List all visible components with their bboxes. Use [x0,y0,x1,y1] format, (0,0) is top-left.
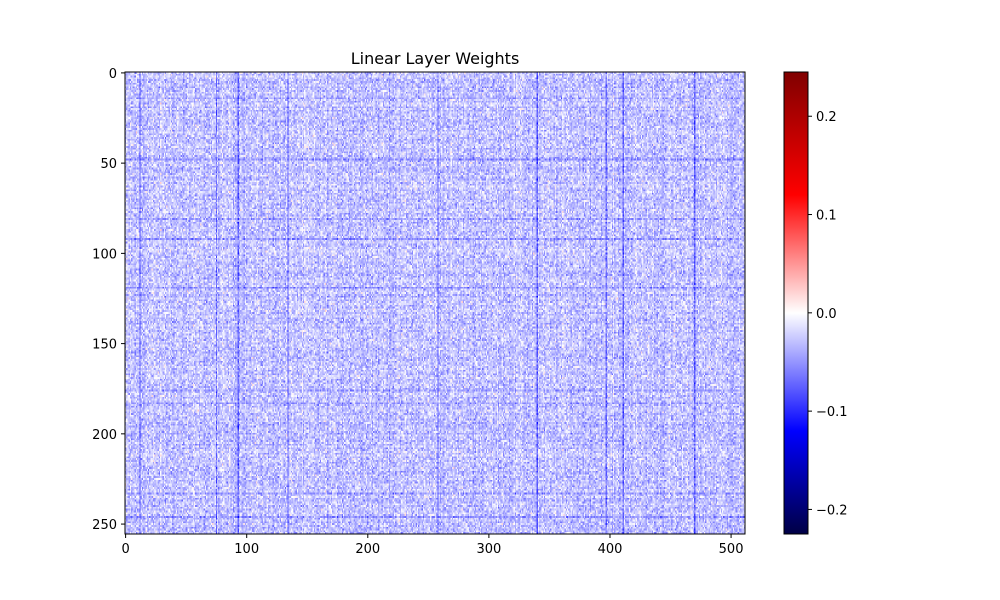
y-tick-label: 0 [109,67,117,82]
x-tick-label: 400 [598,542,623,557]
chart-title: Linear Layer Weights [351,49,520,68]
x-axis: 0 100 200 300 400 500 [121,534,743,557]
y-tick-label: 100 [92,247,117,262]
y-tick-label: 250 [92,518,117,533]
y-tick-label: 150 [92,338,117,353]
plot-frame [124,71,746,535]
x-tick-label: 500 [719,542,744,557]
colorbar-tick-label: 0.0 [816,307,837,322]
colorbar-ticks: 0.2 0.1 0.0 −0.1 −0.2 [808,110,848,518]
colorbar-tick-label: 0.1 [816,209,837,224]
heatmap-image [125,72,745,534]
colorbar-tick-label: −0.1 [816,405,848,420]
colorbar: 0.2 0.1 0.0 −0.1 −0.2 [783,71,848,535]
x-tick-label: 200 [355,542,380,557]
x-tick-label: 0 [121,542,129,557]
y-axis: 0 50 100 150 200 250 [92,67,125,533]
y-tick-label: 200 [92,428,117,443]
colorbar-tick-label: 0.2 [816,110,837,125]
x-tick-label: 100 [234,542,259,557]
x-tick-label: 300 [476,542,501,557]
colorbar-tick-label: −0.2 [816,503,848,518]
y-tick-label: 50 [100,157,117,172]
colorbar-scale [783,71,809,535]
